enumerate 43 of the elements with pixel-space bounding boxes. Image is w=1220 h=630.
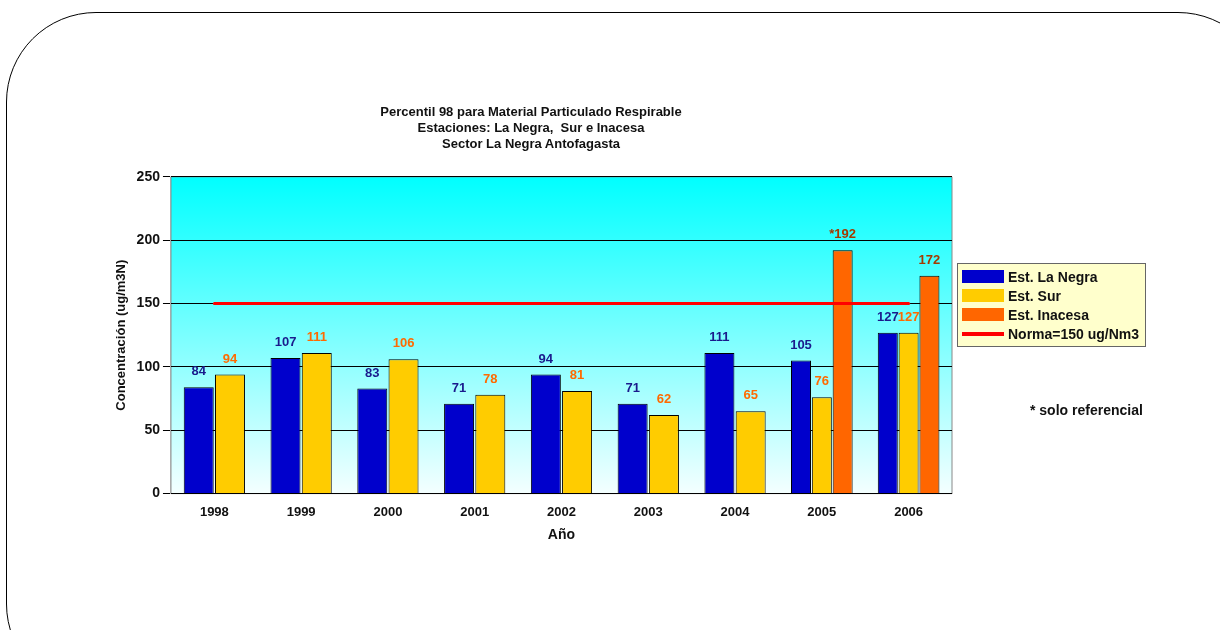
legend-label: Norma=150 ug/Nm3 bbox=[1008, 325, 1140, 342]
x-tick-label: 2006 bbox=[894, 503, 924, 519]
text: * solo referencial bbox=[1030, 402, 1143, 418]
data-label: 76 bbox=[814, 373, 830, 389]
legend-label: Est. La Negra bbox=[1008, 268, 1098, 285]
x-axis-title: Año bbox=[547, 526, 576, 543]
data-label: 83 bbox=[365, 364, 380, 380]
data-label: 81 bbox=[569, 367, 585, 383]
y-tick-label: 150 bbox=[136, 294, 161, 311]
data-label: 107 bbox=[274, 334, 297, 350]
x-tick-label: 2005 bbox=[807, 503, 837, 519]
data-label: 94 bbox=[222, 350, 238, 366]
data-label: 106 bbox=[392, 335, 415, 351]
x-tick-label: 2000 bbox=[373, 503, 403, 519]
x-tick-label: 2004 bbox=[720, 503, 751, 519]
data-label: 78 bbox=[483, 370, 498, 386]
data-label: 111 bbox=[306, 329, 327, 345]
data-label: 65 bbox=[743, 387, 758, 403]
data-label: 127 bbox=[876, 308, 899, 324]
data-label: 62 bbox=[656, 391, 672, 407]
data-label: 94 bbox=[538, 350, 554, 366]
y-tick-label: 250 bbox=[136, 167, 161, 184]
y-tick-label: 0 bbox=[152, 484, 161, 501]
data-label: 71 bbox=[625, 379, 640, 395]
y-axis-title: Concentración (ug/m3N) bbox=[113, 259, 129, 411]
x-tick-label: 1998 bbox=[199, 503, 229, 519]
data-label: 172 bbox=[918, 251, 941, 267]
data-label: 71 bbox=[451, 379, 467, 395]
data-label: 127 bbox=[897, 308, 920, 324]
data-label: 105 bbox=[790, 336, 812, 352]
y-tick-label: 200 bbox=[136, 231, 161, 248]
chart-title: Percentil 98 para Material Particulado Respirable Estaciones: La Negra, Sur e Inacesa Sector La Negra Antofagasta bbox=[380, 104, 682, 151]
y-tick-label: 50 bbox=[144, 421, 161, 438]
legend-label: Est. Inacesa bbox=[1008, 306, 1089, 323]
data-label: *192 bbox=[829, 226, 857, 242]
data-label: 111 bbox=[709, 329, 730, 345]
x-tick-label: 2003 bbox=[633, 503, 663, 519]
legend-label: Est. Sur bbox=[1008, 287, 1061, 304]
x-tick-label: 1999 bbox=[286, 503, 316, 519]
x-tick-label: 2002 bbox=[547, 503, 576, 519]
data-label: 84 bbox=[191, 363, 207, 379]
x-tick-label: 2001 bbox=[460, 503, 490, 519]
y-tick-label: 100 bbox=[136, 357, 161, 374]
